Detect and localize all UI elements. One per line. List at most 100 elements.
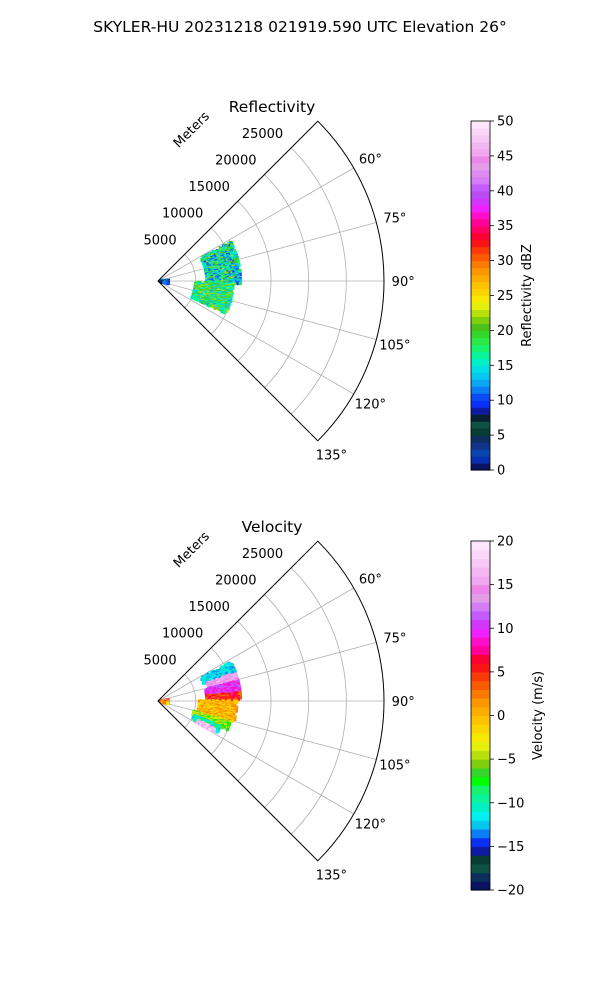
colorbar-tick-label: 25 <box>497 289 514 304</box>
echo-gate <box>228 299 232 303</box>
echo-gate <box>219 308 223 312</box>
colorbar-band <box>471 663 490 673</box>
echo-gate <box>220 725 224 729</box>
panels: Reflectivity60°75°90°105°120°135°5000100… <box>144 98 546 899</box>
range-tick-label: 15000 <box>189 600 230 615</box>
echo-gate <box>230 279 235 283</box>
colorbar-tick-label: −10 <box>497 796 524 811</box>
echo-region-main-echo <box>200 240 243 286</box>
colorbar-band <box>471 183 490 192</box>
colorbar-band <box>471 295 490 304</box>
echo-gate <box>197 700 202 704</box>
echo-gate <box>231 284 235 288</box>
colorbar-band <box>471 811 490 821</box>
echo-gate <box>205 694 209 698</box>
echo-gate <box>230 248 234 252</box>
echo-gate <box>232 249 237 253</box>
echo-gate <box>223 723 227 727</box>
colorbar-tick-label: 0 <box>497 464 505 479</box>
echo-gate <box>231 245 235 249</box>
colorbar-band <box>471 767 490 778</box>
echo-gate <box>230 291 234 295</box>
echo-gate <box>208 304 212 308</box>
colorbar-tick-label: 15 <box>497 359 514 374</box>
echo-gate <box>204 711 208 716</box>
colorbar-band <box>471 204 490 213</box>
azimuth-tick-label: 60° <box>359 572 382 587</box>
echo-gate <box>198 280 202 285</box>
velocity-panel: Velocity 60° 75° 90° 105° 120° 135° 5000 10000 15… <box>144 518 546 899</box>
echo-gate <box>164 281 168 285</box>
figure-title: SKYLER-HU 20231218 021919.590 UTC Elevat… <box>93 18 507 36</box>
echo-gate <box>204 272 209 276</box>
colorbar-band <box>471 584 490 594</box>
azimuth-tick-label: 105° <box>379 759 410 774</box>
echo-gate <box>208 727 212 732</box>
azimuth-tick-label: 120° <box>355 398 386 413</box>
echo-gate <box>204 681 208 685</box>
azimuth-tick-label: 135° <box>316 868 347 883</box>
colorbar-band <box>471 820 490 830</box>
echo-gate <box>222 725 226 729</box>
colorbar-band <box>471 323 490 331</box>
echo-gate <box>201 300 205 304</box>
range-tick-label: 25000 <box>242 547 283 562</box>
echo-gate <box>235 700 239 704</box>
velocity-sector-outline <box>157 540 385 862</box>
colorbar-tick-label: 5 <box>497 429 505 444</box>
velocity-title: Velocity <box>242 518 303 536</box>
echo-gate <box>217 307 221 311</box>
colorbar-tick-label: −20 <box>497 884 524 899</box>
echo-gate <box>225 727 230 732</box>
colorbar-band <box>471 610 490 621</box>
echo-gate <box>238 279 243 283</box>
colorbar-label: Velocity (m/s) <box>531 671 546 760</box>
echo-gate <box>236 697 241 701</box>
colorbar-band <box>471 358 490 366</box>
echo-gate <box>195 298 200 302</box>
colorbar-band <box>471 309 490 318</box>
echo-gate <box>213 279 217 283</box>
echo-gate <box>226 718 230 722</box>
azimuth-tick-label: 75° <box>383 212 406 227</box>
echo-gate <box>225 307 230 311</box>
colorbar-band <box>471 302 490 311</box>
colorbar-tick-label: 0 <box>497 709 505 724</box>
echo-gate <box>162 700 166 705</box>
echo-gate <box>225 721 230 726</box>
echo-gate <box>233 670 237 674</box>
echo-gate <box>160 700 164 704</box>
colorbar-band <box>471 414 490 422</box>
reflectivity-colorbar: 0 5 10 15 20 25 30 35 40 45 50 Reflectivity dBZ <box>470 115 535 479</box>
echo-gate <box>160 280 164 284</box>
echo-gate <box>200 677 204 682</box>
echo-gate <box>210 304 214 308</box>
velocity-echoes <box>158 661 242 734</box>
echo-gate <box>238 272 242 277</box>
echo-gate <box>232 704 237 708</box>
colorbar-band <box>471 636 490 647</box>
echo-gate <box>227 699 231 703</box>
colorbar-band <box>471 211 490 220</box>
range-tick-label: 10000 <box>162 627 203 642</box>
colorbar-band <box>471 442 490 450</box>
colorbar-band <box>471 337 490 345</box>
colorbar-band <box>471 541 490 551</box>
echo-gate <box>204 689 208 693</box>
colorbar-tick-label: 10 <box>497 394 514 409</box>
colorbar-band <box>471 372 490 380</box>
colorbar-tick-label: −5 <box>497 753 516 768</box>
echo-gate <box>231 715 235 719</box>
colorbar-band <box>471 267 490 276</box>
echo-region-north-fringe <box>200 661 237 685</box>
echo-gate <box>218 246 223 250</box>
colorbar-tick-label: 15 <box>497 578 514 593</box>
colorbar-band <box>471 750 490 760</box>
colorbar-band <box>471 741 490 751</box>
colorbar-band <box>471 698 490 708</box>
echo-gate <box>236 281 241 286</box>
colorbar-band <box>471 872 490 882</box>
echo-gate <box>196 721 200 725</box>
colorbar-tick-label: −15 <box>497 840 524 855</box>
